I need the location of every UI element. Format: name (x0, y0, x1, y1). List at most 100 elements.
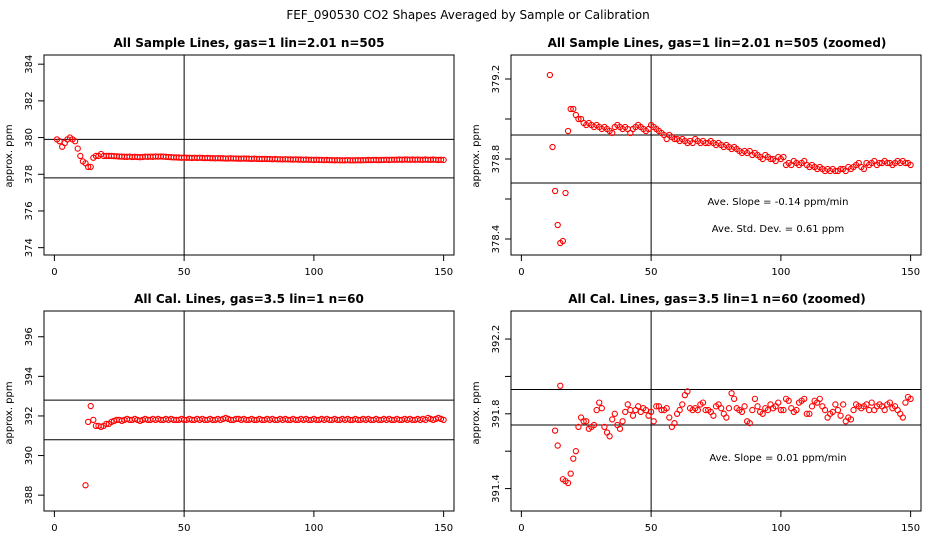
data-point (759, 410, 766, 417)
data-point (564, 479, 572, 487)
data-point (616, 425, 624, 432)
data-point (546, 71, 554, 79)
data-point (551, 187, 559, 195)
data-point (590, 421, 598, 429)
data-point (785, 397, 792, 404)
data-point (629, 412, 637, 419)
panel-bottom-right: All Cal. Lines, gas=3.5 lin=1 n=60 (zoom… (471, 292, 922, 534)
data-point (746, 419, 753, 427)
data-point (884, 159, 891, 167)
y-tick-label: 390 (24, 446, 35, 465)
data-point (554, 221, 561, 229)
x-tick-label: 0 (51, 523, 57, 534)
data-point (679, 401, 686, 408)
data-point (549, 143, 556, 151)
x-tick-label: 50 (645, 267, 658, 278)
annotation-slope: Ave. Slope = -0.14 ppm/min (708, 197, 849, 208)
data-point (567, 105, 574, 113)
data-point (671, 419, 678, 427)
plot-frame (43, 310, 455, 512)
data-point (580, 418, 587, 425)
x-tick-label: 150 (901, 523, 920, 534)
panel-title: All Sample Lines, gas=1 lin=2.01 n=505 (114, 36, 385, 50)
data-point (564, 127, 572, 135)
data-point (437, 156, 445, 163)
panel-title: All Cal. Lines, gas=3.5 lin=1 n=60 (zoom… (568, 292, 866, 306)
y-tick-label: 391.8 (491, 399, 502, 428)
data-point (749, 406, 756, 414)
x-tick-label: 50 (178, 523, 191, 534)
plot-area: 0 50 100 150 388 390 392 394 396 (24, 310, 455, 534)
x-tick-label: 150 (901, 267, 920, 278)
data-point (611, 410, 618, 417)
plot-area: 0 50 100 150 378.4 378.8 379.2 (491, 54, 922, 278)
y-tick-label: 394 (24, 367, 35, 386)
data-point (868, 399, 875, 406)
y-tick-label: 378 (24, 165, 35, 184)
data-point (710, 412, 717, 419)
data-point (90, 416, 97, 424)
plot-area: 0 50 100 150 374 376 378 380 382 384 (24, 54, 455, 278)
x-tick-label: 150 (434, 267, 453, 278)
data-point (570, 105, 577, 113)
data-point (876, 159, 883, 167)
x-tick-label: 100 (304, 267, 323, 278)
panel-bottom-left: All Cal. Lines, gas=3.5 lin=1 n=60 0 50 10… (4, 292, 455, 534)
data-point (728, 390, 735, 397)
data-point (899, 414, 906, 421)
data-point (593, 406, 600, 414)
data-point (741, 403, 748, 410)
data-point (718, 405, 725, 412)
y-tick-label: 376 (24, 201, 35, 220)
data-point (780, 406, 787, 414)
y-tick-label: 380 (24, 128, 35, 147)
data-point (609, 416, 616, 423)
data-point (738, 408, 746, 416)
data-point (658, 406, 665, 414)
data-point (865, 406, 873, 414)
data-point (907, 395, 914, 403)
data-point (847, 416, 855, 423)
data-point (666, 414, 673, 421)
data-point (881, 406, 888, 414)
data-point (572, 448, 580, 455)
data-point (650, 418, 657, 425)
data-point (440, 416, 447, 424)
panel-title: All Sample Lines, gas=1 lin=2.01 n=505 (… (548, 36, 887, 50)
data-point (725, 405, 733, 412)
panel-top-left: All Sample Lines, gas=1 lin=2.01 n=505 0… (4, 36, 455, 278)
y-axis-label: approx. ppm (471, 124, 482, 187)
data-point (622, 408, 629, 416)
data-point (860, 165, 868, 173)
plot-frame (510, 310, 922, 512)
data-point (557, 382, 564, 389)
data-points (551, 382, 914, 487)
data-point (567, 470, 574, 477)
data-point (596, 399, 603, 406)
data-point (775, 399, 782, 406)
data-point (647, 408, 655, 416)
data-point (74, 145, 81, 152)
data-point (808, 403, 816, 410)
data-point (619, 418, 626, 425)
x-tick-label: 100 (771, 267, 790, 278)
x-tick-label: 100 (304, 523, 323, 534)
data-point (87, 402, 94, 410)
y-tick-label: 392.2 (491, 325, 502, 354)
data-point (82, 482, 89, 489)
data-point (902, 159, 909, 167)
data-point (863, 401, 870, 408)
data-point (837, 412, 844, 419)
data-point (850, 406, 857, 414)
x-tick-label: 0 (518, 267, 524, 278)
data-point (907, 161, 914, 169)
data-point (624, 401, 631, 408)
plot-frame (510, 54, 922, 256)
y-tick-label: 374 (24, 238, 35, 257)
data-point (562, 189, 569, 197)
data-point (731, 395, 738, 403)
y-tick-label: 379.2 (491, 65, 502, 94)
data-point (642, 406, 650, 414)
data-point (84, 163, 92, 171)
